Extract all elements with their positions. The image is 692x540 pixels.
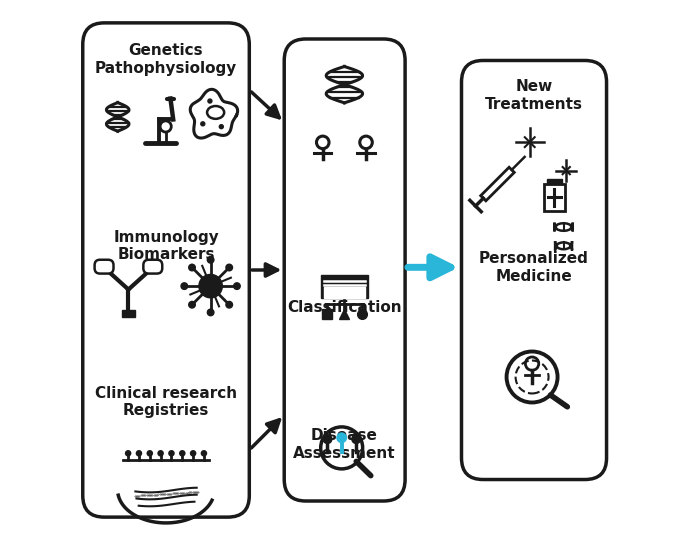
Bar (122, 310, 135, 318)
Bar (547, 179, 563, 184)
Circle shape (201, 122, 205, 126)
Circle shape (323, 435, 332, 443)
Circle shape (199, 274, 222, 298)
FancyBboxPatch shape (95, 260, 113, 274)
FancyBboxPatch shape (83, 23, 249, 517)
Text: New
Treatments: New Treatments (485, 79, 583, 112)
Circle shape (189, 301, 195, 308)
Circle shape (208, 256, 214, 263)
Circle shape (147, 450, 153, 457)
Text: Genetics
Pathophysiology: Genetics Pathophysiology (95, 43, 237, 76)
FancyBboxPatch shape (143, 260, 162, 274)
FancyBboxPatch shape (554, 222, 573, 232)
FancyBboxPatch shape (555, 241, 572, 251)
Text: Classification: Classification (287, 300, 401, 314)
Circle shape (226, 301, 233, 308)
Circle shape (226, 264, 233, 271)
Circle shape (189, 264, 195, 271)
Text: Immunology
Biomarkers: Immunology Biomarkers (113, 230, 219, 262)
Circle shape (219, 125, 224, 129)
Bar (544, 184, 565, 211)
FancyBboxPatch shape (462, 60, 607, 480)
Circle shape (208, 99, 212, 103)
Circle shape (190, 450, 197, 457)
Circle shape (181, 283, 188, 289)
Bar (324, 287, 365, 298)
Text: Disease
Assessment: Disease Assessment (293, 428, 396, 461)
Bar (321, 275, 367, 298)
Circle shape (337, 433, 347, 442)
Circle shape (125, 450, 131, 457)
Polygon shape (481, 167, 514, 201)
Text: Clinical research
Registries: Clinical research Registries (95, 386, 237, 418)
Circle shape (208, 309, 214, 316)
Text: Personalized
Medicine: Personalized Medicine (479, 251, 589, 284)
Circle shape (179, 450, 185, 457)
Circle shape (168, 450, 175, 457)
Circle shape (201, 450, 207, 457)
Circle shape (136, 450, 143, 457)
FancyBboxPatch shape (284, 39, 405, 501)
Circle shape (352, 435, 361, 443)
Circle shape (157, 450, 164, 457)
Circle shape (234, 283, 240, 289)
